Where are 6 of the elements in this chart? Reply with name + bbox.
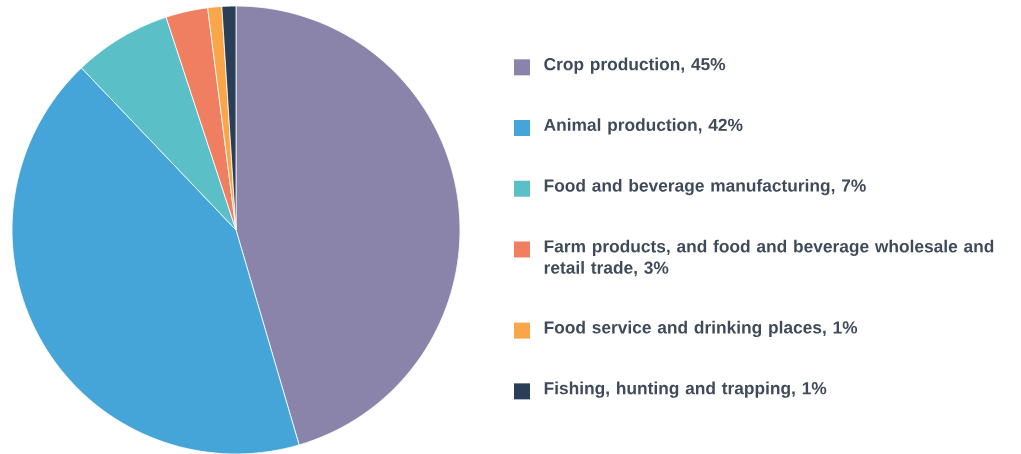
legend-label: Farm products, and food and beverage wholesale and retail trade, 3%	[544, 239, 994, 277]
legend-label: Fishing, hunting and trapping, 1%	[544, 381, 827, 398]
legend-label: Food and beverage manufacturing, 7%	[544, 178, 866, 196]
legend-label: Food service and drinking places, 1%	[544, 320, 858, 338]
legend-label: Animal production, 42%	[544, 118, 743, 135]
legend-label: Crop production, 45%	[544, 57, 726, 74]
